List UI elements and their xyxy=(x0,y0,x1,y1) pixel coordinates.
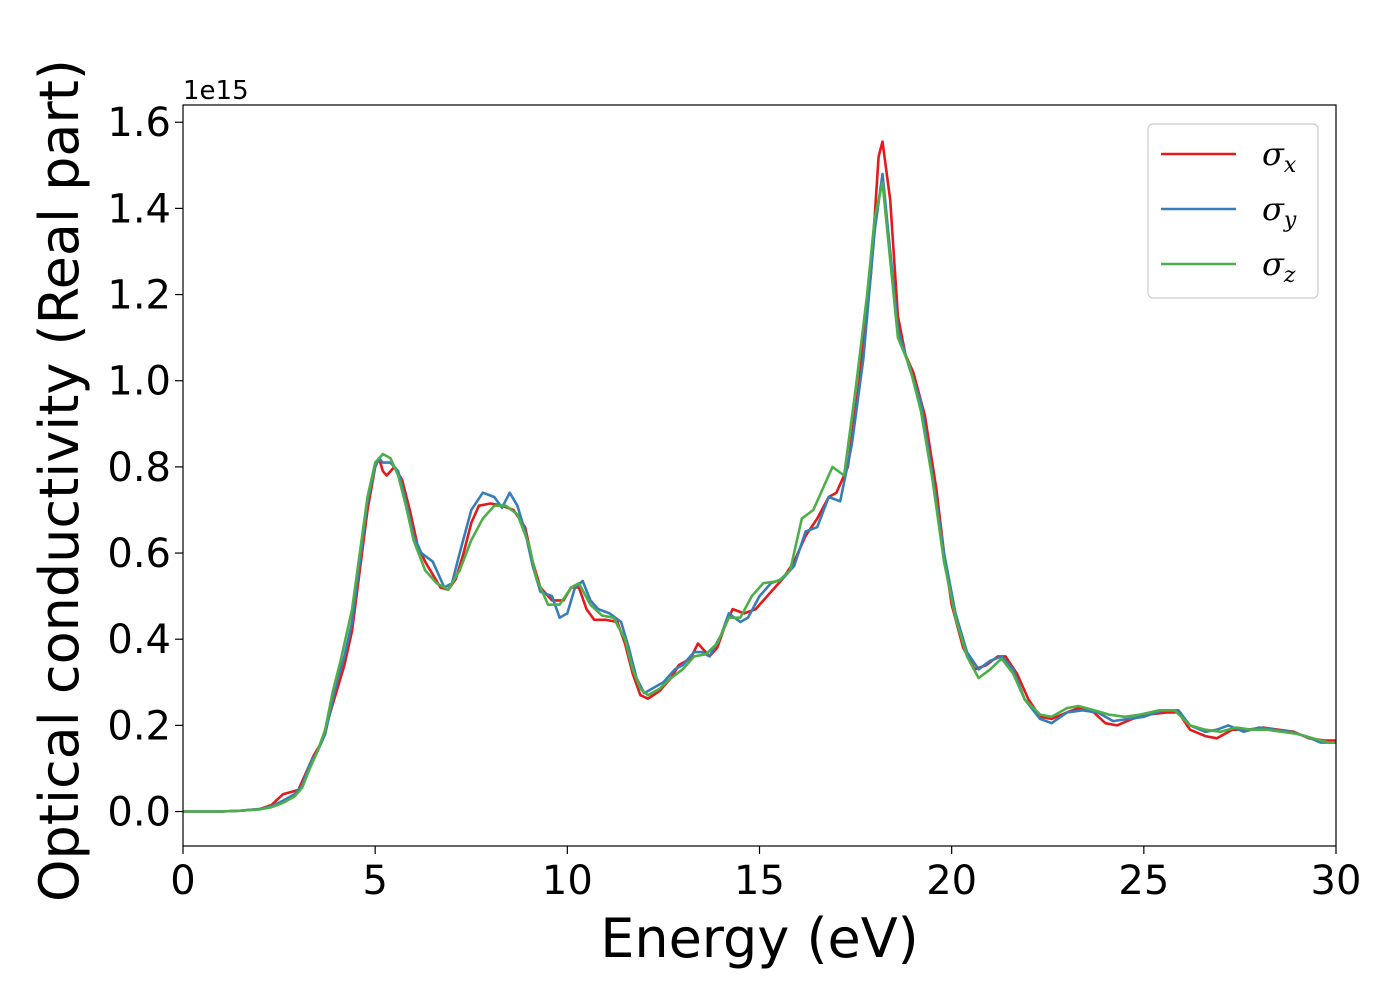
y-tick-label: 0.2 xyxy=(107,703,171,749)
x-tick-label: 15 xyxy=(734,858,785,904)
y-axis-ticks: 0.0 0.2 0.4 0.6 0.8 1.0 1.2 1.4 1.6 xyxy=(107,100,183,836)
legend-subscript: x xyxy=(1284,153,1297,178)
y-axis-offset-label: 1e15 xyxy=(183,76,249,106)
x-tick-label: 10 xyxy=(542,858,593,904)
legend-label-sigma-x: σx xyxy=(1262,135,1297,178)
legend-subscript: z xyxy=(1283,263,1296,288)
series-line-sigma-y xyxy=(183,172,1336,813)
x-axis-ticks: 0 5 10 15 20 25 30 xyxy=(170,846,1361,904)
x-tick-label: 25 xyxy=(1118,858,1169,904)
x-axis-label: Energy (eV) xyxy=(600,907,919,970)
y-tick-label: 0.0 xyxy=(107,790,171,836)
x-tick-label: 20 xyxy=(926,858,977,904)
legend-box xyxy=(1147,123,1319,299)
y-tick-label: 0.8 xyxy=(107,445,171,491)
y-axis-label: Optical conductivity (Real part) xyxy=(28,59,91,902)
y-tick-label: 1.0 xyxy=(107,359,171,405)
x-tick-label: 5 xyxy=(362,858,387,904)
x-tick-label: 0 xyxy=(170,858,195,904)
x-tick-label: 30 xyxy=(1311,858,1362,904)
series-line-sigma-x xyxy=(183,140,1336,813)
y-tick-label: 0.4 xyxy=(107,617,171,663)
legend-subscript: y xyxy=(1283,208,1297,233)
y-tick-label: 0.6 xyxy=(107,531,171,577)
y-tick-label: 1.4 xyxy=(107,186,171,232)
y-tick-label: 1.6 xyxy=(107,100,171,146)
y-tick-label: 1.2 xyxy=(107,273,171,319)
series-line-sigma-z xyxy=(183,181,1336,813)
series-layer xyxy=(183,140,1336,813)
